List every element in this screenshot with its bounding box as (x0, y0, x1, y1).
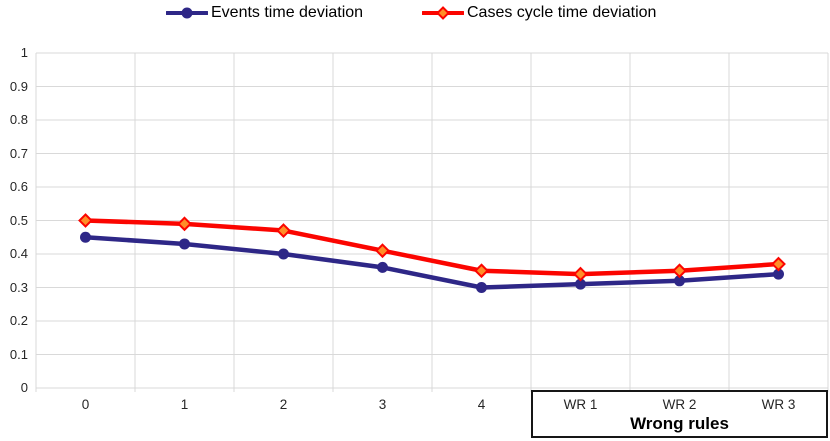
cases-data-point-marker (474, 263, 489, 279)
events-data-point-marker (80, 231, 91, 243)
events-series-line (83, 235, 781, 290)
events-data-point-marker (674, 275, 685, 287)
y-axis-tick-label: 0.2 (9, 313, 28, 328)
legend-label: Events time deviation (211, 4, 364, 21)
y-axis-tick-label: 0.8 (9, 112, 28, 127)
events-data-point-marker (179, 238, 190, 250)
legend-item-events-time-deviation[interactable]: Events time deviation (166, 4, 363, 22)
x-axis-tick-label: 2 (279, 397, 288, 412)
cases-data-point-marker (573, 266, 588, 282)
x-axis-tick-label: 0 (81, 397, 90, 412)
cases-data-point-marker (771, 256, 786, 272)
events-series-legend-marker-icon (166, 7, 208, 19)
wrong-rules-box: Wrong rules (531, 390, 828, 438)
legend-label: Cases cycle time deviation (467, 4, 657, 21)
cases-series-line (83, 218, 781, 277)
y-axis-tick-label: 0.6 (9, 179, 28, 194)
y-axis-tick-label: 0.7 (9, 145, 28, 161)
legend-item-cases-cycle-time-deviation[interactable]: Cases cycle time deviation (422, 4, 656, 22)
y-axis-tick-label: 1 (20, 45, 28, 60)
x-axis-tick-label: 1 (180, 397, 189, 412)
cases-data-point-marker (276, 223, 291, 238)
y-axis-tick-label: 0 (20, 380, 28, 395)
cases-series-legend-marker-icon (422, 6, 464, 20)
cases-data-point-marker (177, 216, 192, 232)
events-data-point-marker (773, 268, 784, 280)
x-axis-tick-label: WR 2 (662, 397, 697, 412)
cases-data-point-marker (375, 243, 390, 259)
events-data-point-marker (377, 261, 388, 273)
y-axis-tick-label: 0.5 (9, 212, 28, 228)
cases-data-point-marker (672, 263, 687, 279)
events-data-point-marker (278, 248, 289, 260)
y-axis-tick-label: 0.3 (9, 279, 28, 295)
x-axis-tick-label: 3 (378, 397, 387, 412)
wrong-rules-label: Wrong rules (630, 414, 729, 433)
x-axis-tick-label: 4 (477, 397, 486, 412)
x-axis-tick-label: WR 1 (563, 397, 598, 412)
events-data-point-marker (575, 278, 586, 290)
y-axis-tick-label: 0.9 (9, 78, 28, 94)
y-axis-tick-label: 0.1 (9, 346, 28, 362)
events-data-point-marker (476, 282, 487, 293)
x-axis-tick-label: WR 3 (761, 397, 796, 412)
y-axis-tick-label: 0.4 (9, 246, 28, 261)
cases-data-point-marker (78, 213, 93, 228)
